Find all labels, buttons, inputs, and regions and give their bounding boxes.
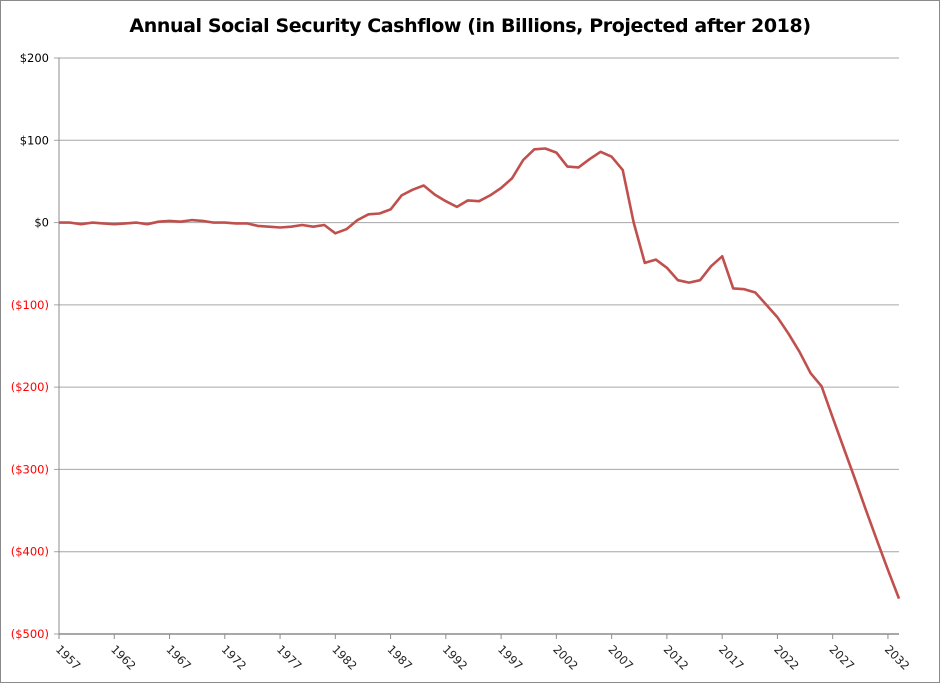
x-tick-label: 2007 xyxy=(606,642,637,673)
y-tick-label: $100 xyxy=(20,133,49,147)
x-tick-label: 1962 xyxy=(108,642,139,673)
series-line xyxy=(59,147,901,600)
x-tick-label: 1957 xyxy=(53,642,84,673)
chart-title: Annual Social Security Cashflow (in Bill… xyxy=(129,15,811,37)
x-tick-label: 2017 xyxy=(716,642,747,673)
x-tick-label: 1982 xyxy=(329,642,360,673)
y-tick-label: ($500) xyxy=(11,627,49,641)
y-tick-label: ($300) xyxy=(11,462,49,476)
x-tick-label: 2032 xyxy=(882,642,913,673)
x-tick-label: 2012 xyxy=(661,642,692,673)
y-tick-label: ($100) xyxy=(11,298,49,312)
y-tick-label: ($200) xyxy=(11,380,49,394)
x-tick-label: 2002 xyxy=(550,642,581,673)
y-tick-label: $200 xyxy=(20,51,49,65)
y-tick-label: ($400) xyxy=(11,545,49,559)
x-tick-label: 1977 xyxy=(274,642,305,673)
x-tick-label: 1987 xyxy=(384,642,415,673)
y-tick-label: $0 xyxy=(34,216,49,230)
x-tick-label: 1997 xyxy=(495,642,526,673)
x-tick-label: 1967 xyxy=(163,642,194,673)
x-tick-label: 1972 xyxy=(219,642,250,673)
x-tick-label: 2022 xyxy=(771,642,802,673)
x-tick-label: 1992 xyxy=(440,642,471,673)
x-tick-label: 2027 xyxy=(827,642,858,673)
